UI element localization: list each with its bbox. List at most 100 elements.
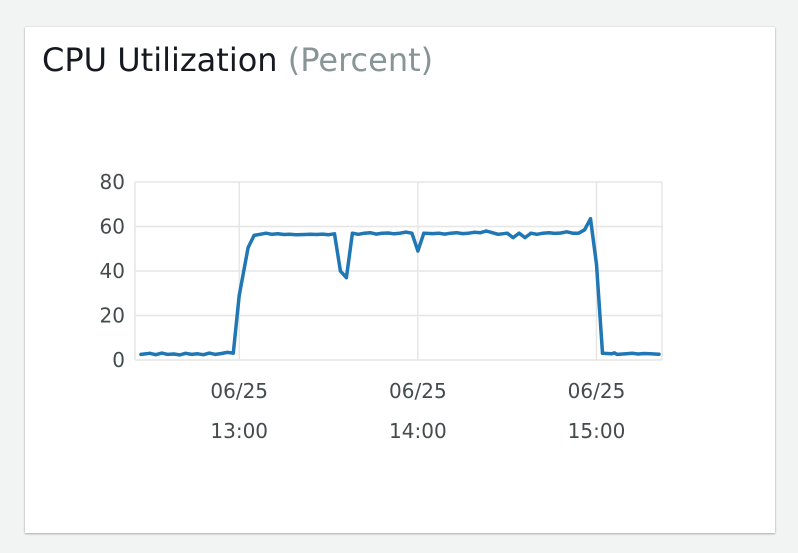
data-point (410, 231, 414, 235)
data-point (294, 233, 298, 237)
data-point (207, 351, 212, 355)
data-point (276, 232, 280, 236)
data-point (264, 231, 268, 235)
widget-title-text: CPU Utilization (42, 41, 278, 79)
y-tick-label: 20 (100, 304, 125, 328)
data-point (246, 246, 250, 250)
data-point (258, 232, 262, 236)
data-point (184, 351, 188, 355)
data-point (535, 232, 539, 236)
data-point (484, 229, 488, 233)
data-point (577, 231, 581, 235)
data-point (309, 232, 313, 236)
y-tick-label: 60 (100, 215, 125, 239)
data-point (565, 230, 569, 234)
data-point (431, 232, 435, 236)
data-point (374, 232, 378, 236)
series-line (139, 216, 661, 357)
data-point (517, 231, 521, 235)
data-point (582, 228, 587, 232)
data-point (380, 231, 384, 235)
data-point (219, 351, 223, 356)
data-point (282, 232, 286, 237)
data-point (460, 232, 465, 236)
data-point (195, 352, 200, 356)
data-point (225, 350, 229, 355)
data-point (356, 232, 360, 236)
data-point (624, 352, 628, 356)
data-point (344, 276, 348, 280)
data-point (612, 351, 616, 355)
x-axis-ticks: 06/25 13:00 06/25 14:00 06/25 15:00 (210, 379, 625, 443)
data-point (594, 262, 599, 266)
data-point (213, 352, 217, 357)
data-point (404, 230, 408, 234)
chart-grid (134, 181, 663, 361)
data-point (139, 352, 143, 357)
data-point (368, 231, 372, 235)
data-point (416, 249, 420, 253)
x-tick-date-label: 06/25 (568, 379, 626, 403)
x-tick-date-label: 06/25 (210, 379, 268, 403)
data-point (648, 352, 652, 356)
data-point (166, 352, 170, 357)
data-point (478, 231, 482, 235)
data-point (588, 217, 593, 221)
data-point (636, 352, 640, 356)
data-point (231, 351, 235, 355)
data-point (288, 232, 292, 236)
data-point (529, 231, 533, 235)
data-point (496, 232, 500, 236)
data-point (315, 232, 319, 237)
data-point (237, 293, 241, 298)
x-tick-time-label: 13:00 (210, 419, 268, 443)
data-point (553, 231, 557, 235)
y-tick-label: 80 (100, 170, 125, 194)
data-point (505, 231, 509, 235)
data-point (449, 231, 453, 235)
data-point (362, 231, 366, 235)
y-tick-label: 0 (112, 348, 125, 372)
data-point (437, 231, 441, 235)
data-point (454, 231, 459, 235)
data-point (642, 351, 646, 356)
data-point (148, 351, 152, 355)
chart-series (139, 216, 661, 357)
data-point (466, 231, 471, 235)
data-point (472, 230, 477, 234)
data-point (523, 236, 527, 240)
data-point (332, 232, 337, 236)
data-point (189, 352, 194, 357)
data-point (160, 351, 164, 355)
data-point (609, 352, 613, 356)
data-point (326, 233, 331, 237)
data-point (270, 232, 274, 236)
widget-title: CPU Utilization (Percent) (42, 40, 433, 80)
data-point (386, 231, 390, 235)
data-point (600, 351, 605, 355)
data-point (303, 232, 307, 237)
widget-title-unit: (Percent) (287, 41, 434, 79)
data-point (350, 231, 354, 235)
y-axis-ticks: 0 20 40 60 80 (100, 170, 125, 372)
data-point (657, 352, 661, 356)
y-tick-label: 40 (100, 259, 125, 283)
cpu-utilization-widget (25, 27, 775, 533)
data-point (392, 232, 396, 236)
data-point (443, 232, 447, 236)
data-point (178, 353, 182, 357)
data-point (252, 233, 256, 237)
x-tick-time-label: 15:00 (568, 419, 626, 443)
data-point (172, 352, 176, 356)
data-point (338, 269, 343, 273)
data-point (490, 231, 494, 235)
data-point (630, 351, 634, 355)
data-point (422, 231, 426, 235)
data-point (547, 231, 551, 235)
data-point (201, 353, 206, 357)
data-point (398, 231, 402, 235)
data-point (541, 231, 545, 235)
data-point (615, 352, 619, 357)
x-tick-date-label: 06/25 (389, 379, 447, 403)
